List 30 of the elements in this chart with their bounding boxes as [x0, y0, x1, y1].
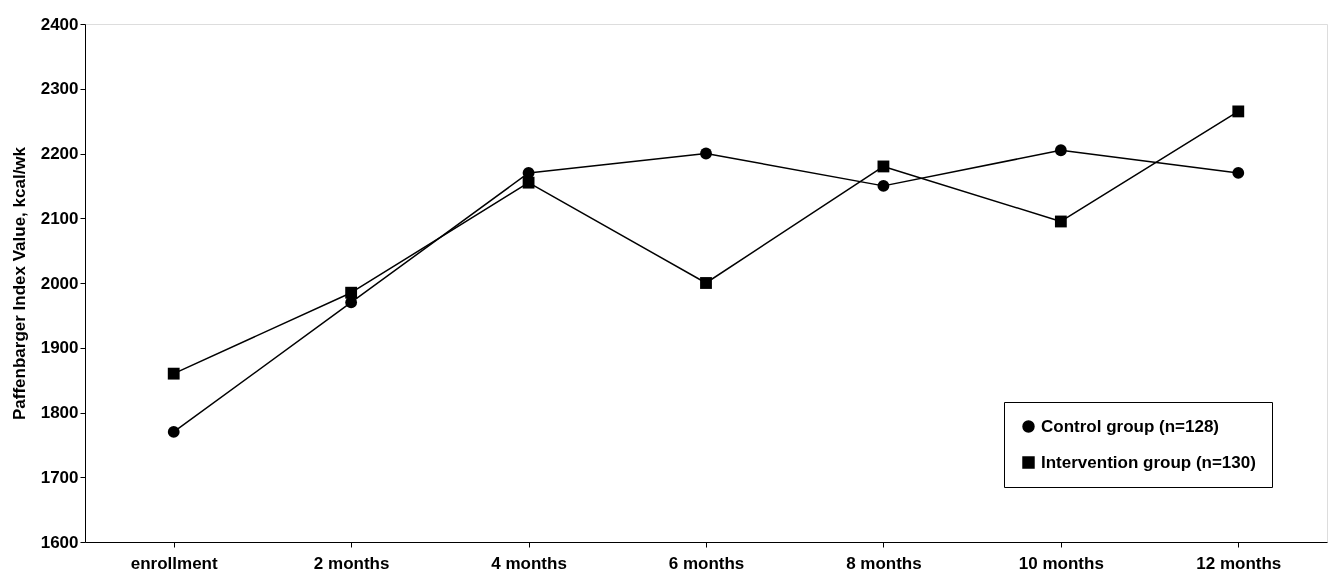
- x-tick-label: 2 months: [313, 553, 390, 573]
- point: [1054, 144, 1067, 157]
- y-tick-label: 1900: [40, 338, 79, 358]
- point: [1054, 215, 1067, 228]
- x-tick-label: 8 months: [846, 553, 922, 573]
- y-tick-label: 2100: [40, 208, 79, 228]
- point: [700, 147, 712, 160]
- x-tick-label: enrollment: [130, 553, 218, 573]
- x-tick-label: 4 months: [491, 553, 567, 573]
- point: [345, 286, 358, 299]
- y-tick-label: 2400: [40, 14, 79, 34]
- y-axis-title: Paffenbarger Index Value, kcal/wk: [9, 146, 29, 421]
- y-tick-label: 2000: [40, 273, 79, 293]
- y-tick-label: 1600: [40, 532, 79, 552]
- point: [167, 367, 180, 380]
- legend-label: Intervention group (n=130): [1041, 452, 1256, 472]
- y-tick-label: 1700: [40, 467, 79, 487]
- point: [522, 176, 535, 189]
- y-tick-label: 2300: [40, 79, 79, 99]
- point: [1232, 167, 1245, 179]
- legend-label: Control group (n=128): [1041, 416, 1220, 436]
- point: [1232, 105, 1245, 118]
- y-tick-label: 2200: [40, 144, 79, 163]
- x-tick-label: 6 months: [668, 553, 745, 573]
- point: [700, 277, 712, 289]
- y-tick-label: 1800: [40, 403, 79, 422]
- x-tick-label: 10 months: [1018, 553, 1104, 573]
- point: [167, 426, 180, 438]
- point: [877, 179, 890, 192]
- x-tick-label: 12 months: [1196, 553, 1282, 573]
